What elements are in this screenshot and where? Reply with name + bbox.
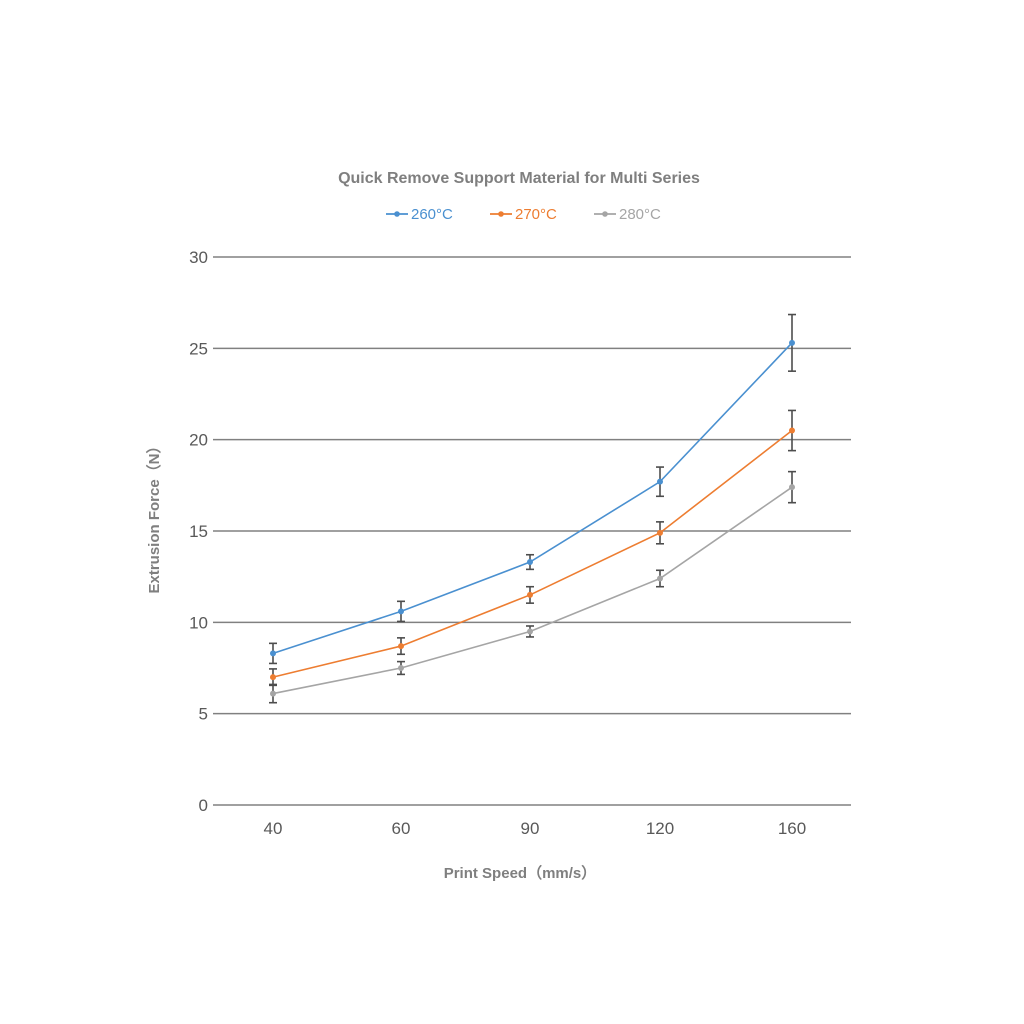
x-tick-label-90: 90	[521, 819, 540, 838]
data-point-s1-40	[270, 674, 276, 681]
y-axis-title: Extrusion Force（N）	[145, 438, 163, 593]
data-point-s2-90	[527, 628, 533, 635]
legend-label-2: 280°C	[619, 206, 661, 223]
data-point-s0-160	[789, 339, 795, 346]
legend: 260°C 270°C 280°C	[386, 206, 661, 223]
legend-entry-1: 270°C	[490, 206, 557, 223]
error-bars	[269, 313, 796, 704]
legend-marker-0	[394, 211, 400, 217]
series-line-1	[272, 429, 793, 678]
y-tick-label-30: 30	[189, 248, 208, 267]
legend-label-1: 270°C	[515, 206, 557, 223]
series-lines	[272, 342, 793, 695]
series-line-0	[272, 342, 793, 655]
data-point-s2-40	[270, 690, 276, 697]
x-tick-label-60: 60	[392, 819, 411, 838]
y-tick-label-20: 20	[189, 431, 208, 450]
y-tick-label-5: 5	[199, 705, 208, 724]
x-tick-label-160: 160	[778, 819, 806, 838]
legend-marker-1	[498, 211, 504, 217]
x-axis-title: Print Speed（mm/s）	[444, 864, 597, 882]
legend-label-0: 260°C	[411, 206, 453, 223]
x-axis-ticks: 40 60 90 120 160	[264, 819, 807, 838]
series-line-2	[272, 486, 793, 695]
data-point-s0-60	[398, 608, 404, 615]
data-point-s2-160	[789, 484, 795, 491]
legend-entry-2: 280°C	[594, 206, 661, 223]
data-point-s2-120	[657, 575, 663, 582]
y-tick-label-25: 25	[189, 339, 208, 358]
data-point-s0-90	[527, 559, 533, 566]
y-tick-label-10: 10	[189, 613, 208, 632]
gridlines	[213, 256, 851, 806]
data-point-s2-60	[398, 665, 404, 671]
x-tick-label-40: 40	[264, 819, 283, 838]
data-point-s1-90	[527, 591, 533, 598]
x-tick-label-120: 120	[646, 819, 674, 838]
y-tick-label-0: 0	[199, 796, 208, 815]
chart-title: Quick Remove Support Material for Multi …	[338, 170, 700, 187]
data-point-s1-60	[398, 643, 404, 650]
y-axis-ticks: 0 5 10 15 20 25 30	[189, 248, 208, 815]
y-tick-label-15: 15	[189, 522, 208, 541]
data-point-s0-120	[657, 478, 663, 485]
data-point-s1-160	[789, 427, 795, 434]
data-points	[270, 339, 795, 697]
legend-entry-0: 260°C	[386, 206, 453, 223]
legend-marker-2	[602, 211, 608, 217]
data-point-s1-120	[657, 529, 663, 536]
data-point-s0-40	[270, 650, 276, 657]
